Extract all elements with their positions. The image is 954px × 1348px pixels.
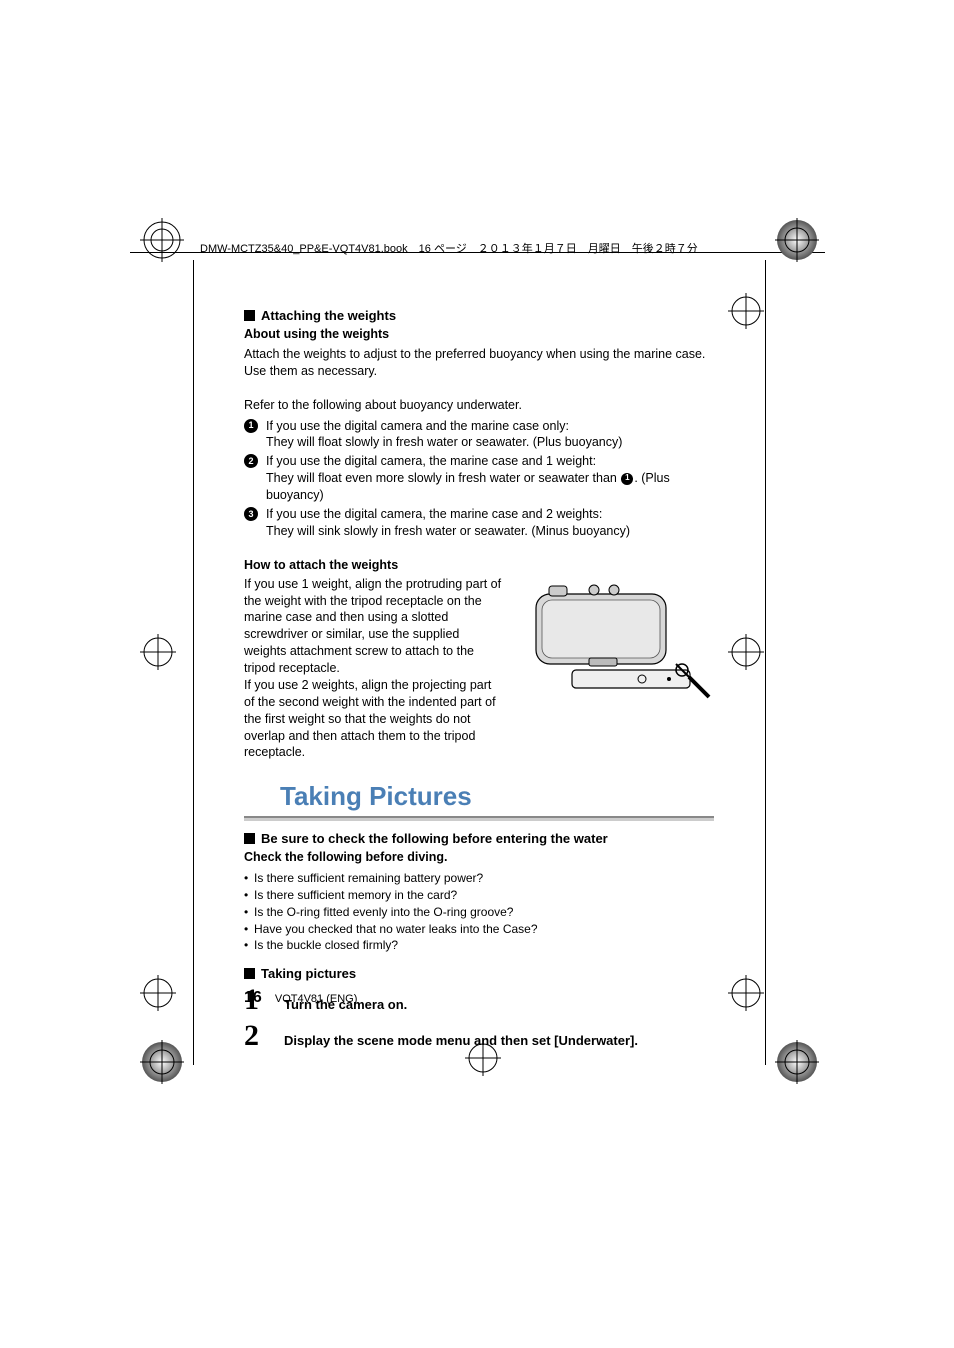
reg-mark-br xyxy=(775,1040,819,1084)
buoyancy-list: 1 If you use the digital camera and the … xyxy=(244,418,714,540)
step-number: 2 xyxy=(244,1019,270,1053)
chapter-rule xyxy=(244,816,714,821)
how-to-attach-body: If you use 1 weight, align the protrudin… xyxy=(244,576,504,762)
footer-code: VQT4V81 (ENG) xyxy=(275,993,358,1005)
reg-mark-bl xyxy=(140,1040,184,1084)
page-number: 16 xyxy=(244,989,262,1006)
list-line: If you use the digital camera and the ma… xyxy=(266,418,622,435)
reg-mark-mr2 xyxy=(728,975,764,1011)
list-line: If you use the digital camera, the marin… xyxy=(266,453,714,470)
step-text: Display the scene mode menu and then set… xyxy=(284,1033,638,1048)
circled-num-icon: 2 xyxy=(244,454,258,468)
section-before-water: Be sure to check the following before en… xyxy=(244,831,714,846)
circled-num-inline-icon: 1 xyxy=(621,473,633,485)
list-line: They will sink slowly in fresh water or … xyxy=(266,523,630,540)
list-item: 3 If you use the digital camera, the mar… xyxy=(244,506,714,540)
page-content: Attaching the weights About using the we… xyxy=(244,240,714,1053)
reg-mark-ml xyxy=(140,634,176,670)
attach-weights-intro: Attach the weights to adjust to the pref… xyxy=(244,346,714,380)
list-item: Is the buckle closed firmly? xyxy=(244,937,714,954)
how-to-attach-title: How to attach the weights xyxy=(244,558,714,572)
list-item: 1 If you use the digital camera and the … xyxy=(244,418,714,452)
square-bullet-icon xyxy=(244,968,255,979)
reg-mark-tr-a xyxy=(728,293,764,329)
reg-mark-tr-b xyxy=(775,218,819,262)
about-using-weights: About using the weights xyxy=(244,326,714,343)
crop-line-right xyxy=(765,260,766,1065)
check-before-diving: Check the following before diving. xyxy=(244,849,714,866)
buoyancy-intro: Refer to the following about buoyancy un… xyxy=(244,397,714,414)
list-line: If you use the digital camera, the marin… xyxy=(266,506,630,523)
list-item: 2 If you use the digital camera, the mar… xyxy=(244,453,714,504)
circled-num-icon: 1 xyxy=(244,419,258,433)
section-title: Attaching the weights xyxy=(261,308,396,323)
section-taking-pictures: Taking pictures xyxy=(244,966,714,981)
list-line: They will float slowly in fresh water or… xyxy=(266,434,622,451)
square-bullet-icon xyxy=(244,310,255,321)
marine-case-illustration xyxy=(514,576,714,706)
section-attaching-weights: Attaching the weights xyxy=(244,308,714,323)
section-title: Taking pictures xyxy=(261,966,356,981)
step-row: 2 Display the scene mode menu and then s… xyxy=(244,1019,714,1053)
section-title: Be sure to check the following before en… xyxy=(261,831,608,846)
reg-mark-ml2 xyxy=(140,975,176,1011)
list-item: Is there sufficient remaining battery po… xyxy=(244,870,714,887)
chapter-title: Taking Pictures xyxy=(244,781,714,816)
check-list: Is there sufficient remaining battery po… xyxy=(244,870,714,954)
circled-num-icon: 3 xyxy=(244,507,258,521)
square-bullet-icon xyxy=(244,833,255,844)
reg-mark-tl xyxy=(140,218,184,262)
reg-mark-mr xyxy=(728,634,764,670)
list-item: Have you checked that no water leaks int… xyxy=(244,921,714,938)
crop-line-left xyxy=(193,260,194,1065)
list-line: They will float even more slowly in fres… xyxy=(266,470,714,504)
list-item: Is there sufficient memory in the card? xyxy=(244,887,714,904)
page-footer: 16 VQT4V81 (ENG) xyxy=(244,989,357,1007)
list-item: Is the O-ring fitted evenly into the O-r… xyxy=(244,904,714,921)
